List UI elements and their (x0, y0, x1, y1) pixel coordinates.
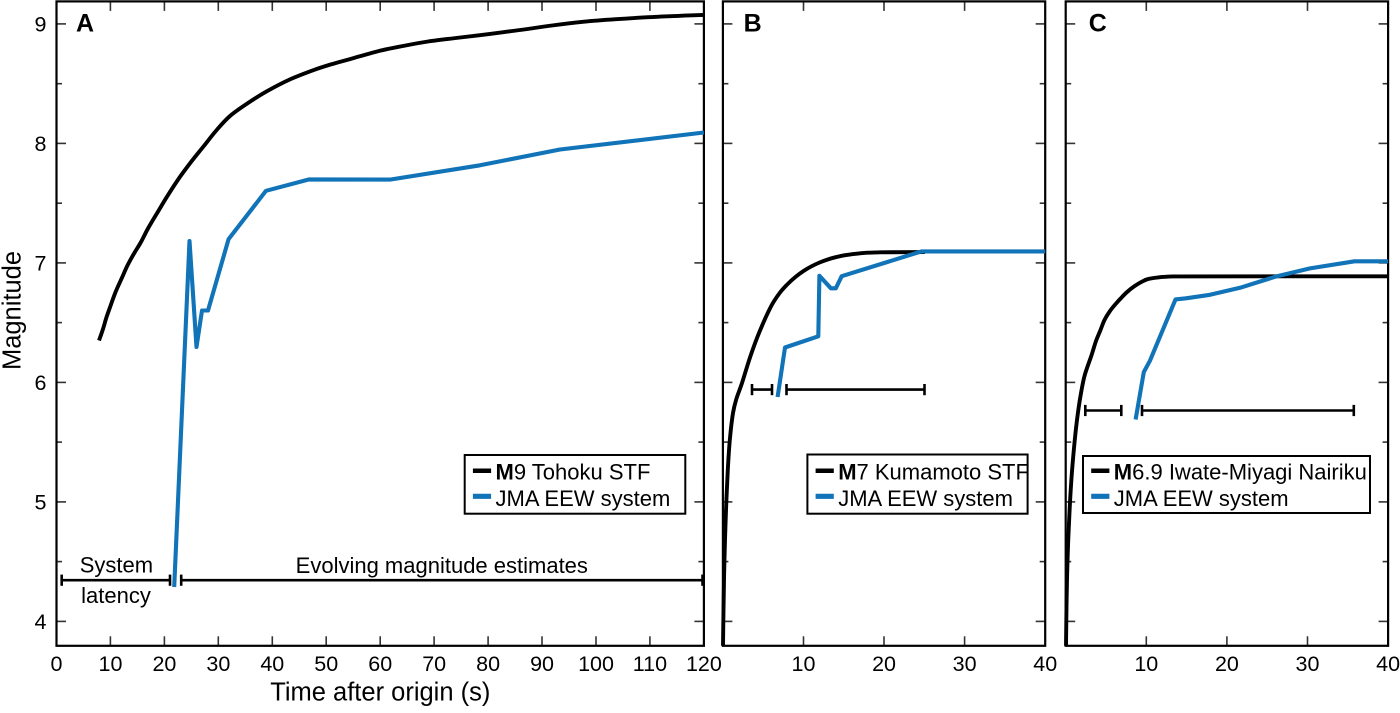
svg-text:80: 80 (476, 652, 500, 676)
svg-text:B: B (744, 10, 762, 38)
svg-text:7: 7 (35, 252, 47, 276)
svg-text:50: 50 (314, 652, 338, 676)
svg-text:C: C (1089, 10, 1107, 38)
svg-text:8: 8 (35, 132, 47, 156)
svg-text:M9 Tohoku STF: M9 Tohoku STF (496, 459, 651, 484)
svg-text:20: 20 (872, 652, 896, 676)
svg-text:40: 40 (260, 652, 284, 676)
svg-text:Magnitude: Magnitude (0, 251, 27, 370)
svg-text:A: A (76, 10, 94, 38)
svg-text:90: 90 (530, 652, 554, 676)
svg-text:M7 Kumamoto STF: M7 Kumamoto STF (838, 459, 1029, 484)
svg-text:0: 0 (51, 652, 63, 676)
svg-text:40: 40 (1033, 652, 1057, 676)
svg-text:4: 4 (35, 610, 47, 634)
svg-text:JMA EEW system: JMA EEW system (1114, 486, 1289, 511)
svg-text:20: 20 (1215, 652, 1239, 676)
svg-text:Evolving magnitude estimates: Evolving magnitude estimates (296, 553, 588, 578)
svg-text:20: 20 (152, 652, 176, 676)
svg-text:JMA EEW system: JMA EEW system (838, 486, 1013, 511)
svg-text:30: 30 (206, 652, 230, 676)
svg-text:10: 10 (792, 652, 816, 676)
svg-text:100: 100 (578, 652, 614, 676)
svg-text:System: System (80, 552, 153, 577)
svg-text:9: 9 (35, 13, 47, 37)
svg-text:40: 40 (1376, 652, 1400, 676)
svg-text:120: 120 (686, 652, 722, 676)
svg-text:60: 60 (368, 652, 392, 676)
svg-text:30: 30 (953, 652, 977, 676)
svg-text:latency: latency (81, 583, 151, 608)
svg-text:10: 10 (1134, 652, 1158, 676)
svg-text:6: 6 (35, 371, 47, 395)
svg-text:10: 10 (98, 652, 122, 676)
svg-text:30: 30 (1296, 652, 1320, 676)
svg-text:Time after origin (s): Time after origin (s) (270, 679, 490, 707)
svg-text:110: 110 (633, 652, 667, 676)
svg-text:JMA EEW system: JMA EEW system (496, 486, 671, 511)
svg-text:M6.9 Iwate-Miyagi Nairiku: M6.9 Iwate-Miyagi Nairiku (1114, 459, 1367, 484)
svg-text:70: 70 (422, 652, 446, 676)
svg-text:5: 5 (35, 491, 47, 515)
